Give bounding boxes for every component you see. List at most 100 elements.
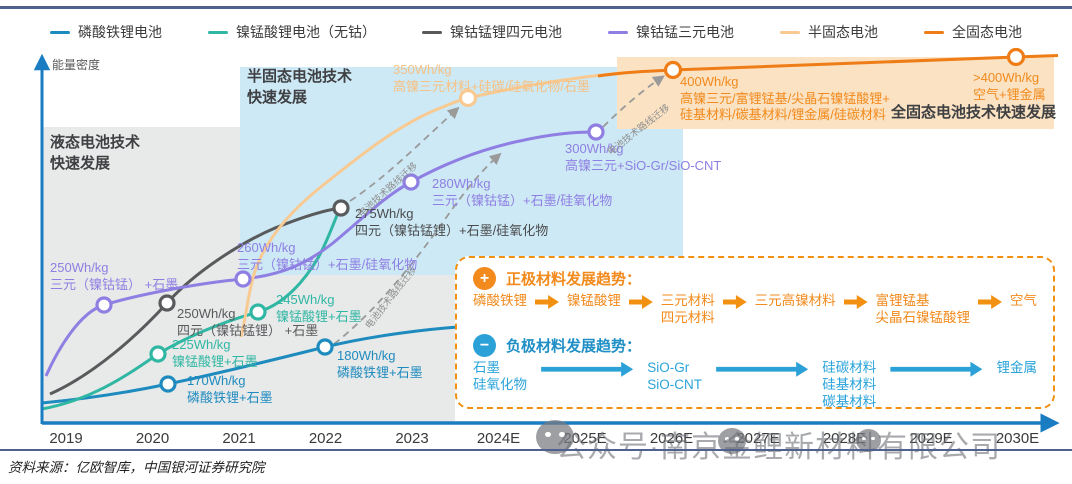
legend-item-6: 全固态电池 <box>924 22 1022 42</box>
point-value: 350Wh/kg <box>393 62 452 77</box>
x-tick-2028E: 2028E <box>822 430 867 447</box>
point-value: 275Wh/kg <box>355 206 414 221</box>
migration-arrow-3 <box>602 75 665 128</box>
point-value: 225Wh/kg <box>172 337 231 352</box>
x-tick-2026E: 2026E <box>649 430 694 447</box>
data-point-label: 280Wh/kg 三元（镍钴锰）+石墨/硅氧化物 <box>432 176 612 209</box>
anode-trend-title: 负极材料发展趋势： <box>506 337 642 355</box>
flow-arrow-icon <box>843 295 868 309</box>
region-label-liquid: 液态电池技术 快速发展 <box>50 134 141 172</box>
legend-swatch <box>608 30 628 34</box>
semi-solid-line <box>239 71 621 338</box>
point-value: 250Wh/kg <box>177 306 236 321</box>
point-value: 280Wh/kg <box>432 176 491 191</box>
quaternary-line <box>49 206 342 396</box>
wechat-icon <box>536 420 574 454</box>
data-point-label: 275Wh/kg 四元（镍钴锰锂）+石墨/硅氧化物 <box>355 206 548 239</box>
migration-arrow-2 <box>349 106 460 202</box>
legend-swatch <box>924 30 944 34</box>
x-tick-2023: 2023 <box>395 430 429 447</box>
point-material: 四元（镍钴锰锂） +石墨 <box>177 322 319 338</box>
x-tick-2029E: 2029E <box>909 430 953 447</box>
legend-swatch <box>422 30 442 34</box>
region-label-solid-state: 全固态电池技术快速发展 <box>891 104 1057 121</box>
point-value: 245Wh/kg <box>276 292 335 307</box>
legend-label: 镍钴锰锂四元电池 <box>450 24 562 40</box>
bottom-divider <box>0 449 1072 451</box>
x-tick-2024E: 2024E <box>476 430 521 447</box>
data-point-label: 250Wh/kg 四元（镍钴锰锂） +石墨 <box>177 306 318 339</box>
legend-label: 全固态电池 <box>952 24 1022 40</box>
flow-arrow-icon <box>628 295 653 309</box>
flow-item: 硅碳材料 硅基材料 碳基材料 <box>822 359 877 409</box>
point-value: 260Wh/kg <box>237 240 296 255</box>
flow-arrow-icon <box>977 295 1002 309</box>
data-point-label: 350Wh/kg 高镍三元材料+硅碳/硅氧化物/石墨 <box>393 62 590 95</box>
flow-item: SiO-Gr SiO-CNT <box>647 359 702 392</box>
point-material: 空气+锂金属 <box>973 86 1046 102</box>
point-value: 250Wh/kg <box>50 260 109 275</box>
point-ternary-280 <box>402 173 420 191</box>
point-lnmo-225 <box>149 345 167 363</box>
legend-label: 半固态电池 <box>808 24 878 40</box>
y-axis-label: 能量密度 <box>52 58 101 72</box>
flow-item: 三元材料 四元材料 <box>660 293 715 325</box>
legend-item-1: 磷酸铁锂电池 <box>50 22 162 42</box>
legend-label: 镍钴锰三元电池 <box>636 24 734 40</box>
data-point-label: 260Wh/kg 三元（镍钴锰）+石墨/硅氧化物 <box>237 240 417 273</box>
legend-label: 磷酸铁锂电池 <box>78 24 162 40</box>
point-value: >400Wh/kg <box>973 70 1040 85</box>
flow-item: 磷酸铁锂 <box>473 293 527 308</box>
data-point-label: 180Wh/kg 磷酸铁锂+石墨 <box>337 348 423 381</box>
point-material: 镍锰酸锂+石墨 <box>276 308 362 324</box>
point-solid-400plus <box>1006 47 1026 67</box>
legend-swatch <box>780 30 800 34</box>
legend-item-4: 镍钴锰三元电池 <box>608 22 734 42</box>
point-quaternary-250 <box>158 294 176 312</box>
point-value: 300Wh/kg <box>565 141 624 156</box>
flow-item: 三元高镍材料 <box>754 293 836 308</box>
flow-arrow-icon <box>534 295 559 309</box>
cathode-trend-flow: 磷酸铁锂 镍锰酸锂 三元材料 四元材料 三元高镍材料 富锂锰基 尖晶石镍锰酸锂 空气 <box>473 293 1037 327</box>
point-material: 镍锰酸锂+石墨 <box>172 353 258 369</box>
point-value: 180Wh/kg <box>337 348 396 363</box>
point-semi-solid-350 <box>458 88 478 108</box>
data-point-label: 250Wh/kg 三元（镍钴锰） +石墨 <box>50 260 178 293</box>
anode-trend-header: − 负极材料发展趋势： <box>473 333 1039 357</box>
migration-arrow-1 <box>333 152 502 345</box>
point-ternary-300 <box>587 123 605 141</box>
x-tick-2019: 2019 <box>49 430 83 447</box>
data-point-label: 225Wh/kg 镍锰酸锂+石墨 <box>172 337 258 370</box>
flow-arrow-icon <box>716 361 809 377</box>
legend-item-2: 镍锰酸锂电池（无钴） <box>208 22 376 42</box>
legend-label: 镍锰酸锂电池（无钴） <box>236 24 376 40</box>
lfp-line <box>41 325 459 405</box>
anode-trend-flow: 石墨 硅氧化物 SiO-Gr SiO-CNT 硅碳材料 硅基材料 碳基材料 锂金属 <box>473 360 1037 411</box>
x-tick-2025E: 2025E <box>563 430 607 447</box>
x-tick-2022: 2022 <box>308 430 343 447</box>
flow-item: 石墨 硅氧化物 <box>473 359 527 392</box>
flow-arrow-icon <box>541 361 634 377</box>
point-material: 四元（镍钴锰锂）+石墨/硅氧化物 <box>355 222 549 238</box>
legend-swatch <box>208 30 228 34</box>
point-ternary-250 <box>95 296 113 314</box>
point-value: 400Wh/kg <box>680 74 739 89</box>
flow-item: 空气 <box>1009 293 1037 308</box>
flow-arrow-icon <box>722 295 747 309</box>
region-label-semi-solid: 半固态电池技术 快速发展 <box>247 68 353 106</box>
source-note: 资料来源：亿欧智库，中国银河证券研究院 <box>8 460 265 475</box>
point-material: 高镍三元材料+硅碳/硅氧化物/石墨 <box>393 78 590 94</box>
point-material: 三元（镍钴锰）+石墨/硅氧化物 <box>432 192 613 208</box>
watermark-text: 公众号·南京金鲤新材料有限公司 <box>556 431 1001 464</box>
cathode-trend-header: + 正极材料发展趋势： <box>473 267 1039 290</box>
point-ternary-260 <box>234 270 252 288</box>
flow-item: 镍锰酸锂 <box>566 293 621 308</box>
data-point-label: 300Wh/kg 高镍三元+SiO-Gr/SiO-CNT <box>565 141 721 174</box>
legend: 磷酸铁锂电池 镍锰酸锂电池（无钴） 镍钴锰锂四元电池 镍钴锰三元电池 半固态电池 全固态电… <box>0 22 1072 42</box>
x-tick-2021: 2021 <box>222 430 256 447</box>
legend-item-5: 半固态电池 <box>780 22 878 42</box>
data-point-label: >400Wh/kg 空气+锂金属 <box>973 70 1046 103</box>
point-lfp-180 <box>316 338 334 356</box>
